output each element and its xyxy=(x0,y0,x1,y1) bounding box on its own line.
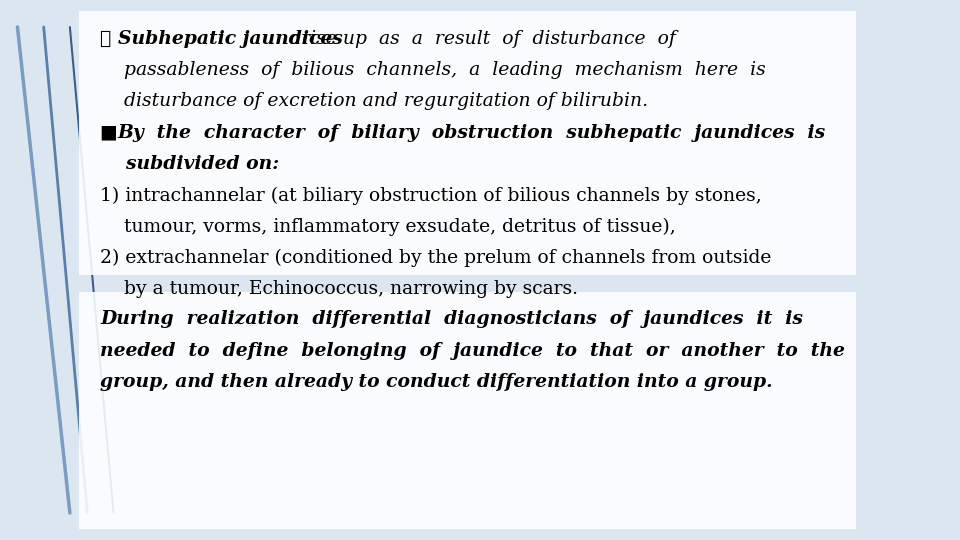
Text: needed  to  define  belonging  of  jaundice  to  that  or  another  to  the: needed to define belonging of jaundice t… xyxy=(101,342,846,360)
Text: Subhepatic jaundices: Subhepatic jaundices xyxy=(118,30,343,48)
Text: arise up  as  a  result  of  disturbance  of: arise up as a result of disturbance of xyxy=(284,30,676,48)
FancyBboxPatch shape xyxy=(79,11,856,275)
Text: tumour, vorms, inflammatory exsudate, detritus of tissue),: tumour, vorms, inflammatory exsudate, de… xyxy=(101,218,676,236)
Text: subdivided on:: subdivided on: xyxy=(101,155,279,173)
Text: 1) intrachannelar (at biliary obstruction of bilious channels by stones,: 1) intrachannelar (at biliary obstructio… xyxy=(101,186,762,205)
Text: passableness  of  bilious  channels,  a  leading  mechanism  here  is: passableness of bilious channels, a lead… xyxy=(101,61,766,79)
Text: 2) extrachannelar (conditioned by the prelum of channels from outside: 2) extrachannelar (conditioned by the pr… xyxy=(101,249,772,267)
Text: During  realization  differential  diagnosticians  of  jaundices  it  is: During realization differential diagnost… xyxy=(101,310,804,328)
Text: ■: ■ xyxy=(101,124,125,141)
Text: ✓: ✓ xyxy=(101,30,118,48)
FancyBboxPatch shape xyxy=(79,292,856,529)
Text: group, and then already to conduct differentiation into a group.: group, and then already to conduct diffe… xyxy=(101,373,773,391)
Text: By  the  character  of  biliary  obstruction  subhepatic  jaundices  is: By the character of biliary obstruction … xyxy=(118,124,826,141)
Text: by a tumour, Echinococcus, narrowing by scars.: by a tumour, Echinococcus, narrowing by … xyxy=(101,280,579,298)
Text: disturbance of excretion and regurgitation of bilirubin.: disturbance of excretion and regurgitati… xyxy=(101,92,649,110)
